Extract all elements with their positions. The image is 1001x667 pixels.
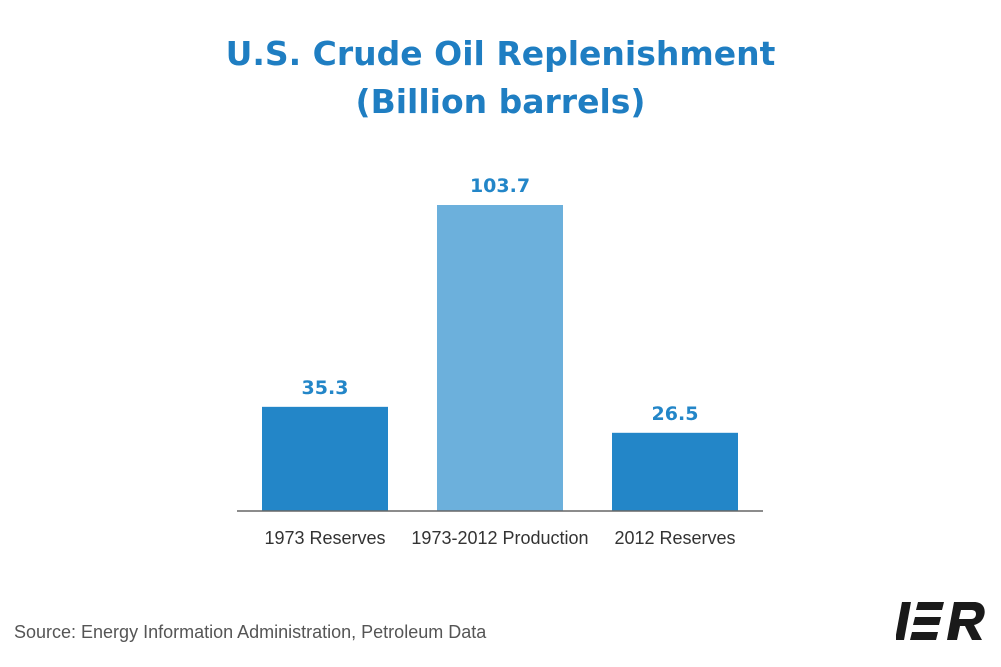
ier-logo bbox=[896, 602, 985, 640]
data-label-1: 35.3 bbox=[302, 377, 349, 399]
chart-title: U.S. Crude Oil Replenishment bbox=[225, 34, 776, 73]
category-label-1: 1973 Reserves bbox=[264, 528, 385, 548]
bar-1 bbox=[262, 406, 388, 511]
data-label-2: 103.7 bbox=[470, 175, 530, 197]
bar-2 bbox=[437, 205, 563, 511]
data-label-3: 26.5 bbox=[652, 403, 699, 425]
chart-subtitle: (Billion barrels) bbox=[355, 82, 646, 121]
bars-group bbox=[262, 205, 738, 511]
category-label-2: 1973-2012 Production bbox=[411, 528, 588, 548]
labels-group: 35.3 1973 Reserves 103.7 1973-2012 Producti… bbox=[264, 175, 735, 548]
category-label-3: 2012 Reserves bbox=[614, 528, 735, 548]
source-note: Source: Energy Information Administratio… bbox=[14, 622, 487, 642]
chart-title-block: U.S. Crude Oil Replenishment (Billion ba… bbox=[0, 30, 1001, 126]
bar-3 bbox=[612, 432, 738, 511]
